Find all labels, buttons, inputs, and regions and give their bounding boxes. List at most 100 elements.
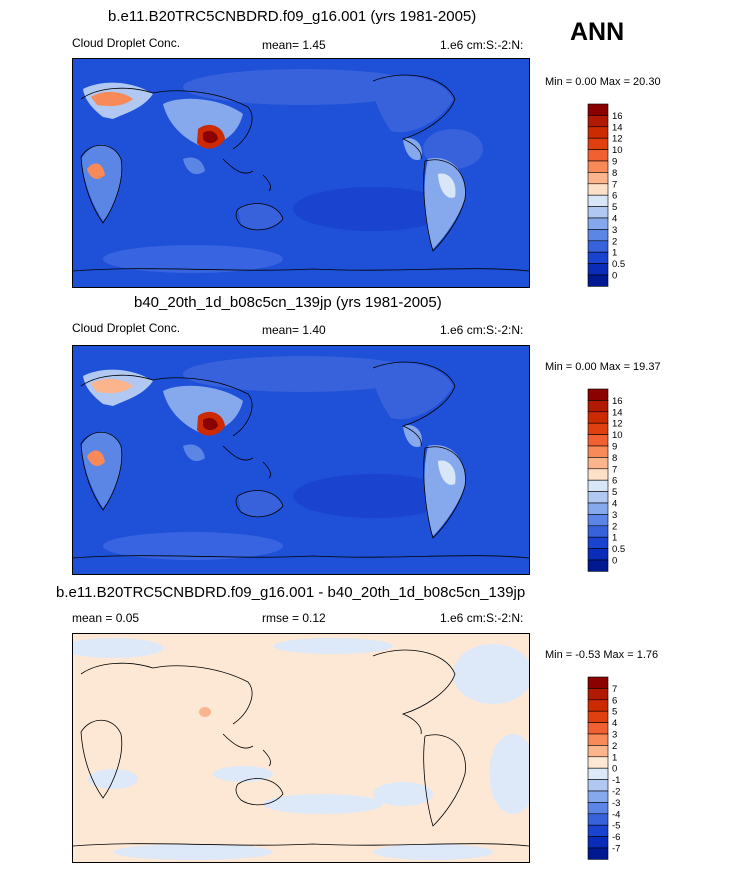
colorbar-2-swatch [587,422,609,435]
colorbar-1-swatch [587,274,609,287]
map-1-canvas [73,59,529,287]
colorbar-1-label: 7 [612,179,617,190]
colorbar-3-swatch [587,745,609,758]
panel-3-units: 1.e6 cm:S:-2:N: [440,611,524,625]
colorbar-2-swatch [587,400,609,413]
colorbar-1-swatch [587,263,609,276]
colorbar-3-label: 2 [612,741,617,752]
colorbar-3-swatch [587,710,609,723]
panel-3-rmse: rmse = 0.12 [262,611,326,625]
panel-1-title: b.e11.B20TRC5CNBDRD.f09_g16.001 (yrs 198… [108,8,477,25]
colorbar-3-swatch [587,847,609,860]
colorbar-2-swatch [587,445,609,458]
panel-1-map [72,58,530,288]
colorbar-2-label: 10 [612,430,623,441]
panel-2-map [72,345,530,575]
colorbar-1-swatch [587,229,609,242]
colorbar-1-label: 14 [612,122,623,133]
colorbar-2-label: 12 [612,419,623,430]
colorbar-1-label: 0 [612,271,617,282]
colorbar-1-label: 16 [612,111,623,122]
colorbar-1-swatch [587,137,609,150]
colorbar-1-label: 6 [612,191,617,202]
colorbar-2-swatch [587,559,609,572]
colorbar-3-label: 5 [612,707,617,718]
colorbar-2-swatch [587,388,609,401]
colorbar-1-swatch [587,206,609,219]
panel-1-variable: Cloud Droplet Conc. [72,36,181,50]
colorbar-2-label: 0 [612,556,617,567]
colorbar-2-swatch [587,479,609,492]
colorbar-3-swatch [587,699,609,712]
panel-3-mean: mean = 0.05 [72,611,140,625]
colorbar-3-swatch [587,756,609,769]
colorbar-1-label: 12 [612,134,623,145]
colorbar-3-label: -4 [612,809,620,820]
colorbar-1-label: 10 [612,145,623,156]
colorbar-2-swatch [587,536,609,549]
colorbar-2-label: 0.5 [612,544,625,555]
colorbar-2-label: 16 [612,396,623,407]
colorbar-2-swatch [587,468,609,481]
colorbar-1-label: 8 [612,168,617,179]
colorbar-2-label: 7 [612,464,617,475]
colorbar-3-label: 6 [612,695,617,706]
colorbar-3-label: -2 [612,787,620,798]
colorbar-2-swatch [587,514,609,527]
colorbar-2-swatch [587,411,609,424]
colorbar-2-label: 3 [612,510,617,521]
panel-2-colorbar: 16 14 12 10 9 8 7 6 5 4 3 2 1 0.5 0 [587,388,648,572]
colorbar-3-swatch [587,824,609,837]
panel-1-colorbar: 16 14 12 10 9 8 7 6 5 4 3 2 1 0.5 0 [587,103,648,287]
colorbar-2-label: 4 [612,499,617,510]
colorbar-1-label: 3 [612,225,617,236]
colorbar-2-swatch [587,491,609,504]
colorbar-1-swatch [587,217,609,230]
panel-3-map [72,633,530,863]
colorbar-1-swatch [587,251,609,264]
colorbar-3-label: -3 [612,798,620,809]
colorbar-3-swatch [587,767,609,780]
colorbar-3-swatch [587,733,609,746]
colorbar-2-label: 6 [612,476,617,487]
colorbar-3-label: -7 [612,844,620,855]
colorbar-3-swatch [587,779,609,792]
panel-3-colorbar: 7 6 5 4 3 2 1 0 -1 -2 -3 -4 -5 -6 -7 [587,676,648,860]
colorbar-3-label: 0 [612,764,617,775]
map-3-canvas [73,634,529,862]
colorbar-3-swatch [587,676,609,689]
colorbar-2-label: 14 [612,407,623,418]
panel-2-minmax: Min = 0.00 Max = 19.37 [545,361,661,373]
colorbar-3-label: -6 [612,832,620,843]
colorbar-1-swatch [587,183,609,196]
panel-1-mean: mean= 1.45 [262,38,326,52]
colorbar-3-label: 1 [612,752,617,763]
colorbar-1-swatch [587,126,609,139]
panel-2-mean: mean= 1.40 [262,323,326,337]
colorbar-2-label: 5 [612,487,617,498]
colorbar-2-label: 8 [612,453,617,464]
colorbar-3-swatch [587,688,609,701]
map-2-canvas [73,346,529,574]
colorbar-3-label: -1 [612,775,620,786]
colorbar-2-swatch [587,548,609,561]
panel-1-units: 1.e6 cm:S:-2:N: [440,38,524,52]
colorbar-1-label: 0.5 [612,259,625,270]
colorbar-3-swatch [587,722,609,735]
colorbar-1-label: 5 [612,202,617,213]
colorbar-3-label: -5 [612,821,620,832]
season-label: ANN [570,18,625,46]
colorbar-1-label: 2 [612,236,617,247]
panel-2-units: 1.e6 cm:S:-2:N: [440,323,524,337]
colorbar-3-swatch [587,790,609,803]
colorbar-3-swatch [587,802,609,815]
colorbar-3-label: 7 [612,684,617,695]
colorbar-1-swatch [587,194,609,207]
panel-3-minmax: Min = -0.53 Max = 1.76 [545,649,659,661]
colorbar-2-swatch [587,457,609,470]
colorbar-1-swatch [587,172,609,185]
colorbar-1-swatch [587,115,609,128]
colorbar-2-swatch [587,502,609,515]
